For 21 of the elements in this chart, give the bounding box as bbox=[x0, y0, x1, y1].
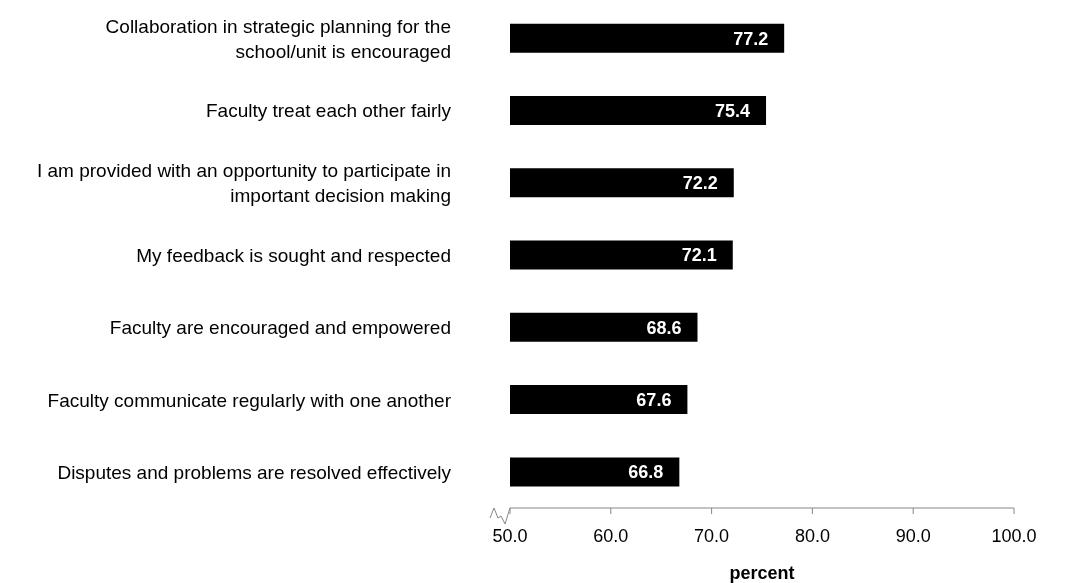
x-tick-label: 60.0 bbox=[593, 525, 629, 546]
x-tick-label: 70.0 bbox=[694, 525, 730, 546]
y-tick-label: Disputes and problems are resolved effectively bbox=[57, 461, 452, 483]
data-label: 66.8 bbox=[628, 462, 664, 483]
y-tick-label: Faculty are encouraged and empowered bbox=[109, 316, 451, 338]
y-tick-label: Collaboration in strategic planning for the school/unit is encouraged bbox=[105, 15, 451, 62]
y-tick-label: My feedback is sought and respected bbox=[136, 244, 451, 266]
data-label: 75.4 bbox=[714, 100, 751, 121]
y-tick-label: I am provided with an opportunity to participate in important decision making bbox=[36, 159, 451, 206]
data-label: 67.6 bbox=[636, 390, 672, 410]
y-tick-label: Faculty treat each other fairly bbox=[206, 99, 452, 121]
x-tick-label: 50.0 bbox=[492, 525, 528, 546]
data-label: 77.2 bbox=[733, 28, 769, 49]
data-label: 68.6 bbox=[646, 317, 682, 338]
x-axis-title: percent bbox=[729, 563, 795, 583]
data-label: 72.1 bbox=[681, 245, 717, 266]
data-label: 72.2 bbox=[682, 173, 718, 194]
x-tick-label: 80.0 bbox=[794, 525, 830, 546]
x-tick-label: 90.0 bbox=[895, 525, 931, 546]
x-tick-label: 100.0 bbox=[991, 525, 1037, 546]
y-tick-label: Faculty communicate regularly with one another bbox=[47, 389, 452, 411]
